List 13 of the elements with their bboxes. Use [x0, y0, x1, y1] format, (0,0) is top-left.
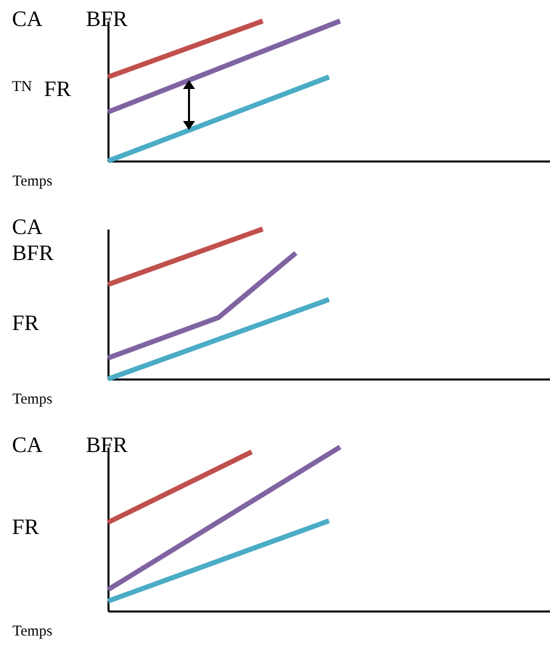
text: CA [12, 432, 43, 457]
text: BFR [12, 240, 54, 265]
annotation: BFR [86, 6, 128, 31]
text: TN [12, 79, 32, 95]
text: FR [44, 76, 72, 101]
text: CA [12, 214, 43, 239]
text: CA [12, 6, 43, 31]
text: FR [12, 310, 40, 335]
annotation: BFR [86, 432, 128, 457]
x-axis-title: Temps [12, 624, 52, 640]
x-axis-title: Temps [12, 392, 52, 408]
text: FR [12, 514, 40, 539]
x-axis-title: Temps [12, 174, 52, 190]
